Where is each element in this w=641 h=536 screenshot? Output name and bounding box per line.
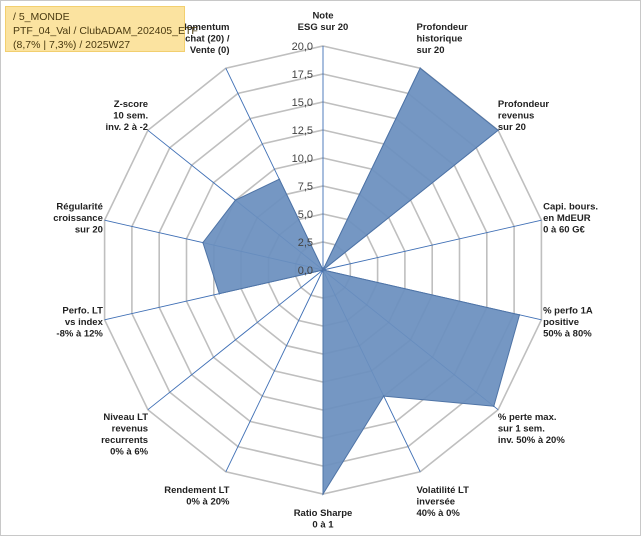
axis-label-11-line-1: croissance [53, 213, 103, 224]
axis-label-13: Momentum Achat (20) / Vente (0) [178, 22, 230, 56]
axis-label-8-line-1: 0% à 20% [186, 496, 230, 507]
data-point-6 [382, 395, 385, 397]
data-point-12 [234, 199, 237, 201]
axis-label-10-line-0: Perfo. LT [62, 306, 103, 317]
axis-label-8-line-0: Rendement LT [164, 485, 229, 496]
axis-label-6-line-2: 40% à 0% [417, 508, 461, 519]
axis-label-2-line-0: Profondeur [498, 99, 549, 110]
data-point-1 [419, 67, 422, 69]
axis-label-13-line-0: Momentum [179, 22, 230, 33]
axis-label-6: Volatilité LT inversée 40% à 0% [417, 485, 470, 519]
axis-label-5-line-1: sur 1 sem. [498, 423, 545, 434]
axis-label-7-line-1: 0 à 1 [312, 520, 334, 531]
axis-label-12-line-1: 10 sem. [113, 111, 148, 122]
axis-label-13-line-2: Vente (0) [190, 45, 230, 56]
tick-label-5: 12,5 [292, 125, 313, 137]
tick-label-8: 20,0 [292, 41, 313, 53]
axis-label-3: Capi. bours. en MdEUR 0 à 60 G€ [543, 201, 598, 235]
axis-label-6-line-0: Volatilité LT [417, 485, 470, 496]
axis-label-12-line-0: Z-score [114, 99, 148, 110]
axis-label-3-line-0: Capi. bours. [543, 201, 598, 212]
axis-label-9-line-2: recurrents [101, 435, 148, 446]
axis-label-9-line-3: 0% à 6% [110, 446, 149, 457]
axis-label-2: Profondeur revenus sur 20 [498, 99, 549, 133]
tick-label-0: 0,0 [298, 265, 313, 277]
data-point-13 [278, 178, 281, 180]
axis-label-11-line-2: sur 20 [75, 224, 103, 235]
chart-header-box: / 5_MONDE PTF_04_Val / ClubADAM_202405_E… [5, 6, 198, 52]
tick-label-1: 2,5 [298, 237, 313, 249]
axis-label-10: Perfo. LT vs index -8% à 12% [56, 306, 103, 340]
header-line-3: (8,7% | 7,3%) / 2025W27 [13, 39, 131, 51]
tick-label-3: 7,5 [298, 181, 313, 193]
tick-label-2: 5,0 [298, 209, 313, 221]
axis-label-7-line-0: Ratio Sharpe [294, 508, 353, 519]
tick-label-4: 10,0 [292, 153, 313, 165]
axis-label-0: Note ESG sur 20 [298, 11, 349, 34]
data-point-11 [202, 241, 204, 244]
axis-label-9-line-1: revenus [112, 423, 148, 434]
axis-label-6-line-1: inversée [417, 496, 456, 507]
axis-label-0-line-1: ESG sur 20 [298, 22, 349, 33]
data-point-9 [322, 269, 324, 271]
axis-label-1-line-2: sur 20 [417, 45, 445, 56]
data-point-5 [493, 405, 495, 408]
axis-label-9: Niveau LT revenus recurrents 0% à 6% [101, 412, 149, 458]
header-line-2: PTF_04_Val / ClubADAM_202405_ETF [13, 25, 198, 37]
axis-label-1-line-1: historique [417, 34, 463, 45]
axis-label-0-line-0: Note [312, 11, 333, 22]
axis-label-4: % perfo 1A positive 50% à 80% [543, 306, 593, 340]
axis-label-1: Profondeur historique sur 20 [417, 22, 468, 56]
data-point-2 [497, 129, 499, 132]
axis-label-4-line-0: % perfo 1A [543, 306, 593, 317]
axis-label-5-line-2: inv. 50% à 20% [498, 435, 565, 446]
spoke-8 [225, 269, 324, 472]
data-series-area [202, 67, 521, 496]
axis-label-4-line-1: positive [543, 317, 579, 328]
data-point-10 [218, 292, 221, 295]
tick-label-7: 17,5 [292, 69, 313, 81]
axis-label-12: Z-score 10 sem. inv. 2 à -2 [106, 99, 149, 133]
axis-label-2-line-1: revenus [498, 111, 534, 122]
header-line-1: / 5_MONDE [13, 11, 70, 23]
axis-label-3-line-2: 0 à 60 G€ [543, 224, 585, 235]
axis-label-10-line-1: vs index [65, 317, 104, 328]
data-point-7 [322, 493, 324, 495]
spoke-3 [322, 219, 542, 271]
axis-label-10-line-2: -8% à 12% [56, 329, 103, 340]
data-point-4 [518, 314, 521, 316]
axis-label-4-line-2: 50% à 80% [543, 329, 592, 340]
axis-label-11: Régularité croissance sur 20 [53, 201, 103, 235]
spoke-9 [147, 269, 324, 411]
axis-label-5: % perte max. sur 1 sem. inv. 50% à 20% [498, 412, 565, 446]
axis-label-12-line-2: inv. 2 à -2 [106, 122, 149, 133]
axis-label-5-line-0: % perte max. [498, 412, 557, 423]
axis-label-9-line-0: Niveau LT [103, 412, 148, 423]
axis-label-8: Rendement LT 0% à 20% [164, 485, 230, 508]
axis-label-11-line-0: Régularité [56, 201, 102, 212]
tick-label-6: 15,0 [292, 97, 313, 109]
axis-label-7: Ratio Sharpe 0 à 1 [294, 508, 353, 531]
axis-label-13-line-1: Achat (20) / [178, 34, 230, 45]
axis-label-3-line-1: en MdEUR [543, 213, 591, 224]
axis-label-2-line-2: sur 20 [498, 122, 526, 133]
axis-label-1-line-0: Profondeur [417, 22, 468, 33]
